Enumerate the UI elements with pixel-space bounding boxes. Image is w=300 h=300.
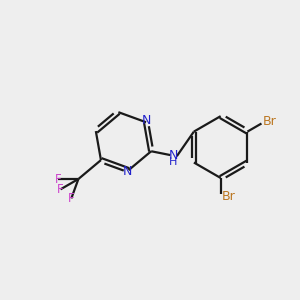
Text: F: F: [57, 183, 64, 196]
Text: N: N: [122, 165, 132, 178]
Text: N: N: [141, 114, 151, 127]
Text: H: H: [169, 157, 177, 167]
Text: N: N: [169, 149, 178, 162]
Text: Br: Br: [222, 190, 236, 203]
Text: F: F: [68, 192, 75, 205]
Text: F: F: [55, 172, 61, 185]
Text: Br: Br: [262, 115, 276, 128]
